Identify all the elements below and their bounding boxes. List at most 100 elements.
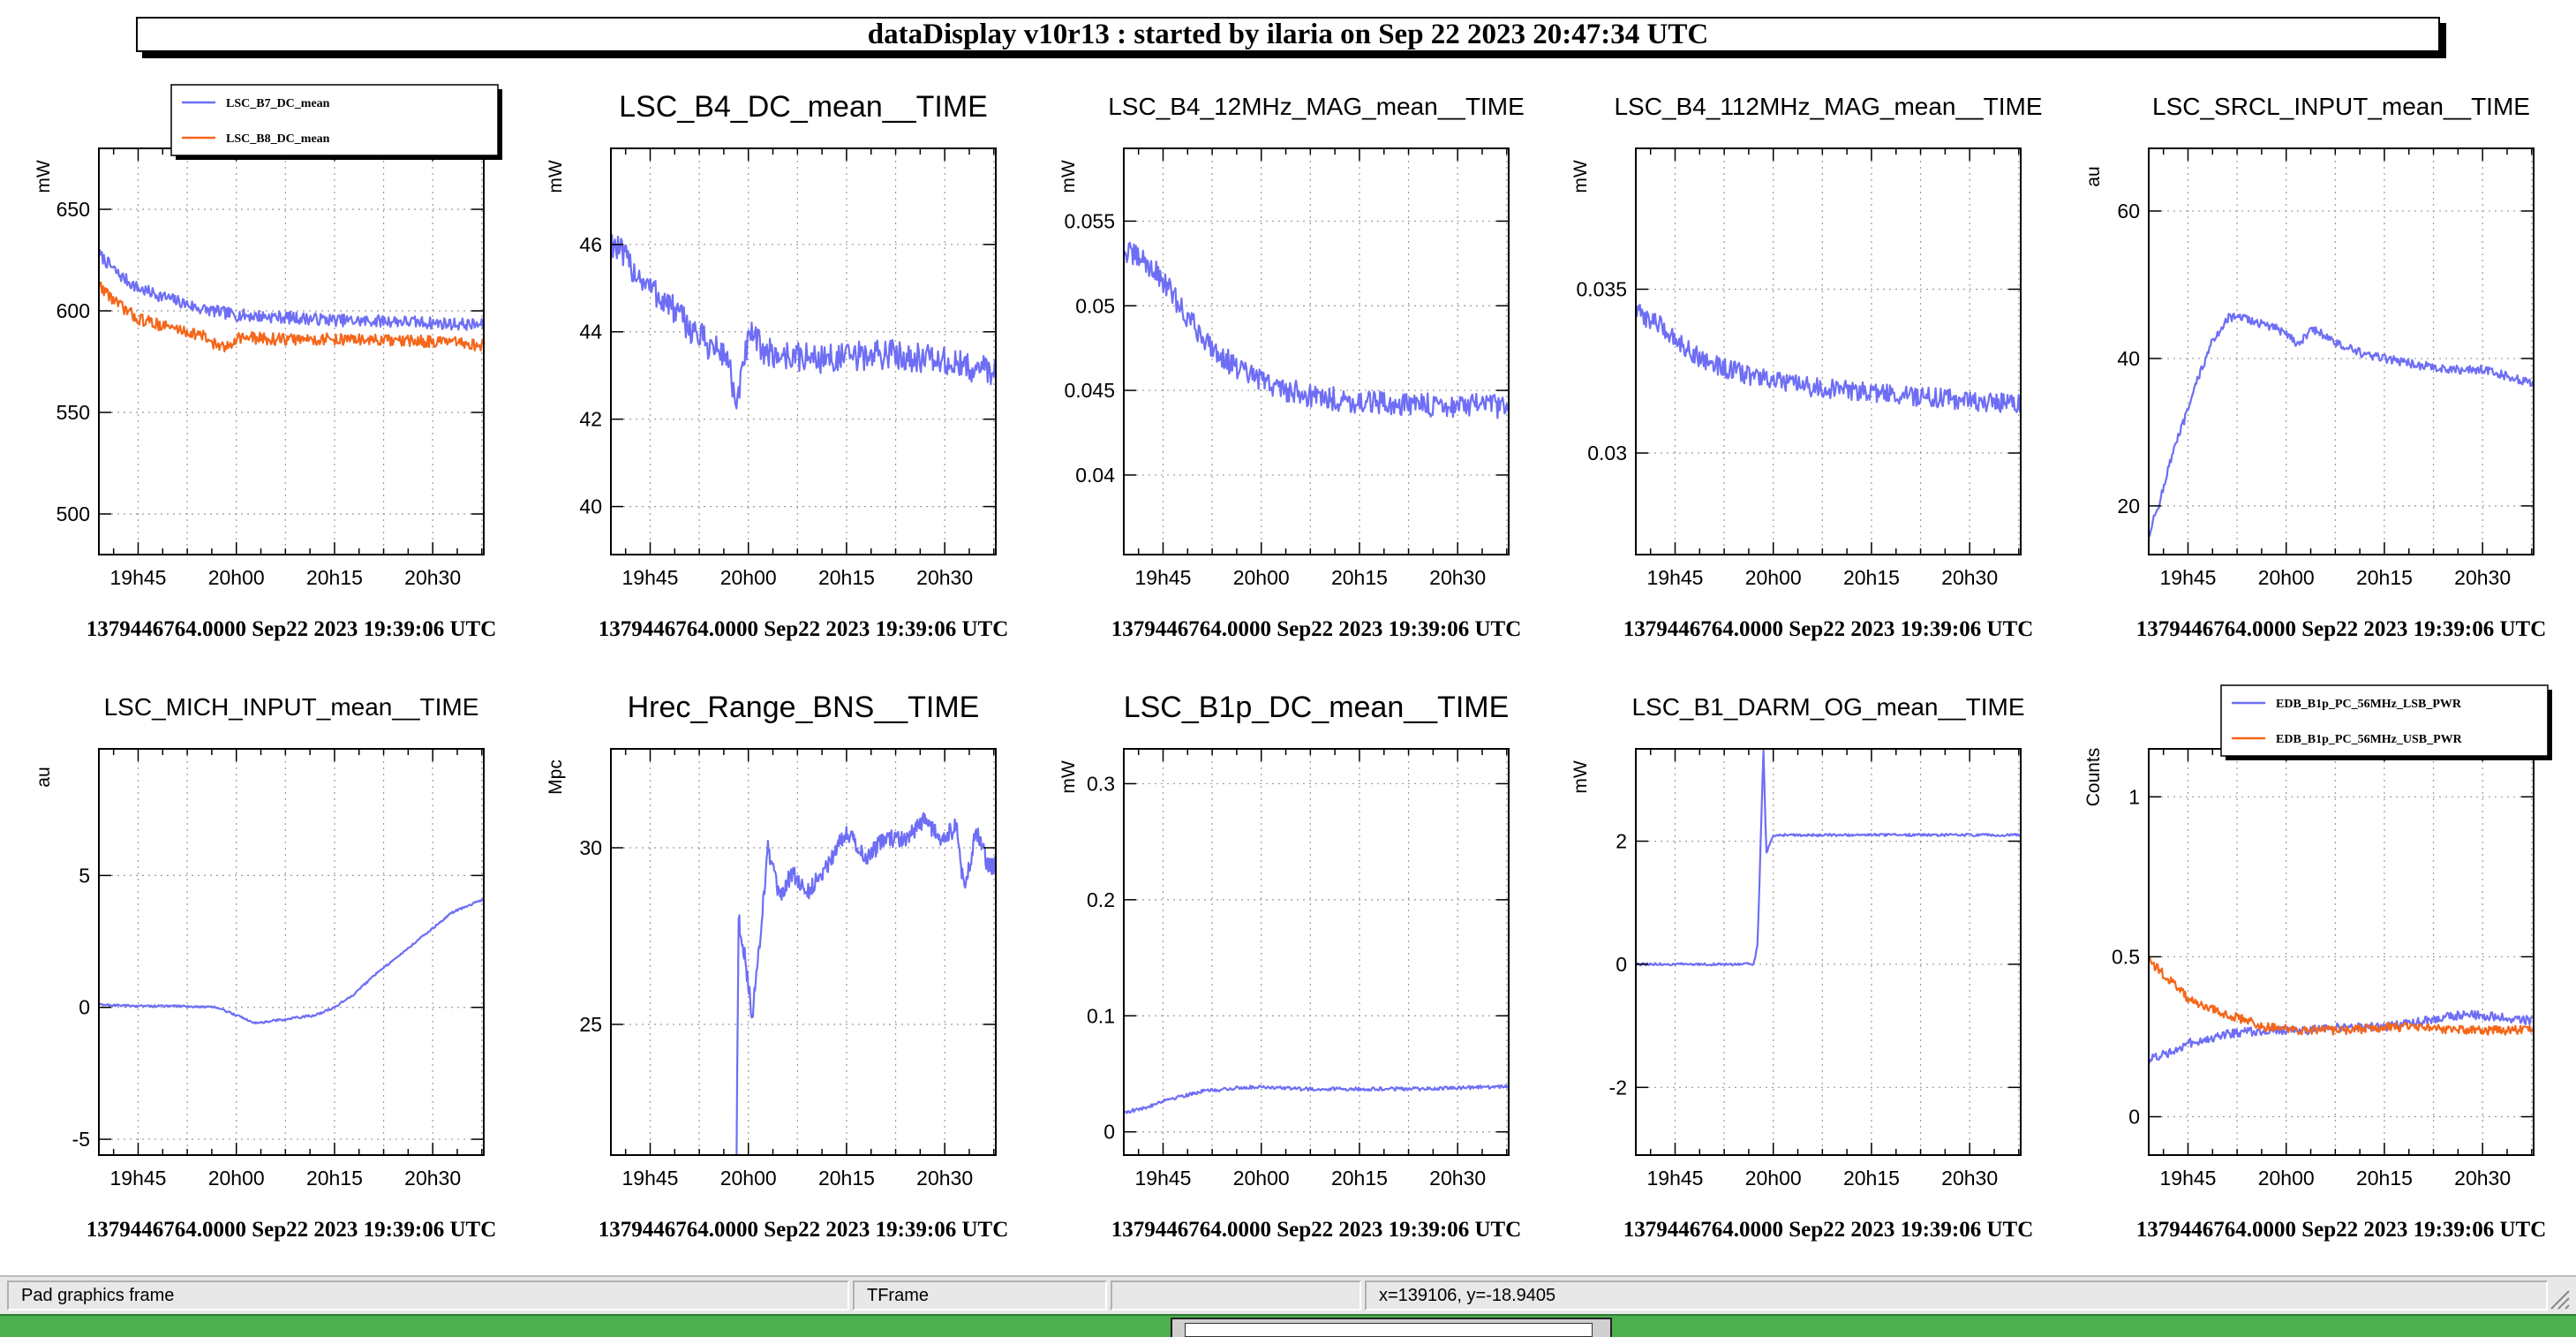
x-tick-label: 20h15 bbox=[2356, 1167, 2413, 1190]
y-tick-label: 0.035 bbox=[1576, 278, 1627, 301]
legend-box bbox=[2220, 684, 2549, 757]
y-tick-label: 550 bbox=[56, 401, 90, 424]
chart-title: LSC_B4_112MHz_MAG_mean__TIME bbox=[1614, 93, 2042, 120]
plot-area bbox=[611, 749, 996, 1155]
y-axis-label: mW bbox=[1570, 760, 1591, 793]
chart-panel-3: 19h45 20h00 20h15 20h30 0.04 0.045 0.05 0.055 LS… bbox=[1058, 93, 1525, 641]
y-tick-label: -2 bbox=[1609, 1076, 1627, 1099]
x-tick-label: 20h15 bbox=[306, 566, 363, 589]
x-tick-label: 20h15 bbox=[1331, 1167, 1388, 1190]
y-tick-label: 44 bbox=[579, 321, 602, 344]
y-axis-label: Mpc bbox=[546, 759, 566, 795]
series-line-1 bbox=[2147, 1009, 2535, 1064]
x-axis-label: 1379446764.0000 Sep22 2023 19:39:06 UTC bbox=[599, 1218, 1009, 1242]
y-axis-label: mW bbox=[1570, 160, 1591, 193]
series-line-1 bbox=[1123, 1084, 1510, 1114]
y-tick-label: 0.2 bbox=[1087, 888, 1115, 911]
x-tick-label: 19h45 bbox=[2160, 1167, 2217, 1190]
y-axis-label: au bbox=[2083, 166, 2104, 186]
y-tick-label: 0.3 bbox=[1087, 772, 1115, 795]
plots-canvas[interactable]: 19h45 20h00 20h15 20h30500550600650mW137944… bbox=[0, 0, 2576, 1275]
chart-panel-5: 19h45 20h00 20h15 20h30 20 40 60 LSC_SRCL_INPUT… bbox=[2083, 93, 2546, 641]
x-tick-label: 20h30 bbox=[404, 1167, 461, 1190]
series-line-1 bbox=[735, 812, 998, 1156]
resize-grip-icon[interactable] bbox=[2546, 1286, 2571, 1311]
x-tick-label: 20h30 bbox=[1941, 1167, 1998, 1190]
x-tick-label: 20h00 bbox=[208, 566, 265, 589]
plot-frame bbox=[98, 748, 485, 1156]
x-tick-label: 20h15 bbox=[818, 1167, 875, 1190]
x-tick-label: 20h00 bbox=[1745, 1167, 1802, 1190]
series-line-1 bbox=[97, 249, 485, 331]
chart-title: LSC_SRCL_INPUT_mean__TIME bbox=[2152, 93, 2530, 120]
chart-title: LSC_MICH_INPUT_mean__TIME bbox=[104, 693, 479, 721]
y-tick-label: 5 bbox=[79, 864, 90, 887]
plot-frame bbox=[1123, 147, 1510, 555]
x-axis-label: 1379446764.0000 Sep22 2023 19:39:06 UTC bbox=[87, 1218, 497, 1242]
x-tick-label: 19h45 bbox=[1135, 566, 1192, 589]
y-tick-label: 0.045 bbox=[1064, 379, 1115, 402]
plot-frame bbox=[610, 147, 997, 555]
x-tick-label: 20h00 bbox=[208, 1167, 265, 1190]
plot-frame bbox=[1635, 147, 2022, 555]
y-tick-label: 42 bbox=[579, 408, 602, 431]
taskbar bbox=[0, 1314, 2576, 1337]
x-tick-label: 20h30 bbox=[916, 566, 973, 589]
x-tick-label: 20h30 bbox=[1429, 566, 1486, 589]
x-axis-label: 1379446764.0000 Sep22 2023 19:39:06 UTC bbox=[1111, 1218, 1522, 1242]
y-tick-label: 20 bbox=[2117, 495, 2140, 517]
y-tick-label: 30 bbox=[579, 836, 602, 859]
x-tick-label: 20h15 bbox=[1843, 566, 1900, 589]
y-tick-label: 0 bbox=[79, 996, 90, 1019]
status-coords: x=139106, y=-18.9405 bbox=[1365, 1280, 2548, 1311]
x-axis-label: 1379446764.0000 Sep22 2023 19:39:06 UTC bbox=[2136, 1218, 2547, 1242]
chart-panel-9: 19h45 20h00 20h15 20h30 -2 0 2 LSC_B1_DARM_OG_m… bbox=[1570, 693, 2033, 1242]
plot-frame bbox=[1635, 748, 2022, 1156]
x-axis-label: 1379446764.0000 Sep22 2023 19:39:06 UTC bbox=[2136, 617, 2547, 641]
x-tick-label: 20h00 bbox=[1233, 566, 1290, 589]
status-empty bbox=[1111, 1280, 1361, 1311]
plot-area bbox=[1124, 148, 1509, 555]
x-tick-label: 20h00 bbox=[1233, 1167, 1290, 1190]
plot-area bbox=[99, 749, 484, 1155]
y-tick-label: 0.03 bbox=[1587, 442, 1627, 465]
x-tick-label: 20h00 bbox=[720, 1167, 777, 1190]
x-tick-label: 20h15 bbox=[1331, 566, 1388, 589]
x-tick-label: 20h30 bbox=[916, 1167, 973, 1190]
chart-title: LSC_B1p_DC_mean__TIME bbox=[1124, 691, 1510, 724]
plot-area bbox=[2149, 749, 2534, 1155]
x-tick-label: 20h15 bbox=[1843, 1167, 1900, 1190]
series-line-1 bbox=[2148, 313, 2535, 538]
legend-entry: LSC_B7_DC_mean bbox=[226, 97, 330, 110]
x-tick-label: 20h30 bbox=[1429, 1167, 1486, 1190]
y-tick-label: 650 bbox=[56, 198, 90, 221]
chart-panel-7: 19h45 20h00 20h15 20h30 25 30 Hrec_Range_BNS__… bbox=[546, 691, 1008, 1242]
plot-area bbox=[2149, 148, 2534, 555]
taskbar-window-button[interactable] bbox=[1171, 1318, 1612, 1337]
x-tick-label: 19h45 bbox=[622, 1167, 679, 1190]
x-axis-label: 1379446764.0000 Sep22 2023 19:39:06 UTC bbox=[599, 617, 1009, 641]
legend-box bbox=[170, 84, 499, 156]
y-tick-label: 2 bbox=[1616, 830, 1627, 853]
y-tick-label: 0.055 bbox=[1064, 209, 1115, 232]
series-line-1 bbox=[1635, 749, 2022, 967]
y-tick-label: 500 bbox=[56, 502, 90, 525]
chart-title: Hrec_Range_BNS__TIME bbox=[628, 691, 980, 724]
y-tick-label: 25 bbox=[579, 1013, 602, 1036]
window-title: dataDisplay v10r13 : started by ilaria o… bbox=[136, 17, 2440, 52]
y-tick-label: -5 bbox=[72, 1128, 90, 1151]
legend: EDB_B1p_PC_56MHz_LSB_PWR EDB_B1p_PC_56MHz… bbox=[2220, 684, 2552, 760]
y-tick-label: 0.5 bbox=[2112, 945, 2140, 968]
chart-panel-2: 19h45 20h00 20h15 20h30 40 42 44 46 LSC_B4_DC_me… bbox=[546, 90, 1008, 641]
status-bar: Pad graphics frame TFrame x=139106, y=-1… bbox=[0, 1275, 2576, 1316]
y-tick-label: 46 bbox=[579, 233, 602, 256]
y-tick-label: 1 bbox=[2128, 785, 2140, 808]
series-line-1 bbox=[609, 234, 998, 410]
status-pad: Pad graphics frame bbox=[7, 1280, 849, 1311]
chart-panel-10: 19h45 20h00 20h15 20h30 0 0.5 1 Counts 137944676… bbox=[2083, 684, 2552, 1242]
y-axis-label: au bbox=[34, 767, 54, 787]
x-tick-label: 19h45 bbox=[1647, 1167, 1704, 1190]
y-tick-label: 0.1 bbox=[1087, 1004, 1115, 1027]
x-tick-label: 20h00 bbox=[2258, 1167, 2315, 1190]
